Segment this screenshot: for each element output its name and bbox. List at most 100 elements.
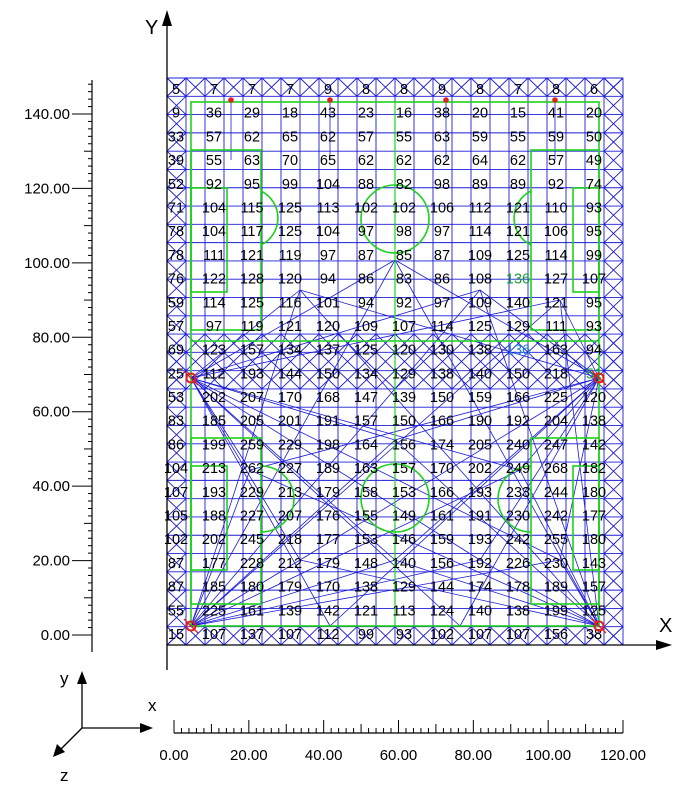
stress-value: 191 — [468, 509, 492, 525]
stress-value: 82 — [396, 177, 412, 193]
mesh-cross — [166, 370, 187, 390]
stress-value: 240 — [506, 437, 530, 453]
stress-value: 108 — [468, 272, 492, 288]
stress-value: 107 — [392, 319, 416, 335]
stress-value: 157 — [392, 461, 416, 477]
stress-value: 59 — [168, 295, 184, 311]
stress-value: 89 — [472, 177, 488, 193]
stress-value: 97 — [320, 248, 336, 264]
stress-value: 227 — [278, 461, 302, 477]
y-tick-label: 80.00 — [32, 329, 70, 346]
stress-value: 207 — [240, 390, 264, 406]
mesh-cross — [166, 77, 187, 97]
stress-value: 57 — [548, 153, 564, 169]
stress-value: 55 — [510, 129, 526, 145]
mesh-cross — [394, 626, 415, 646]
mesh-cross — [261, 77, 282, 97]
stress-value: 38 — [586, 627, 602, 643]
stress-value: 29 — [244, 106, 260, 122]
stress-value: 63 — [434, 129, 450, 145]
bottom-right-goal-box — [572, 465, 600, 571]
stress-value: 62 — [434, 153, 450, 169]
load-line — [190, 299, 561, 627]
mesh-cross — [470, 626, 491, 646]
mesh-cross — [375, 352, 396, 371]
stress-value: 142 — [582, 437, 606, 453]
stress-value: 205 — [240, 414, 264, 430]
stress-value: 76 — [168, 272, 184, 288]
stress-value: 99 — [358, 627, 374, 643]
mesh-cross — [166, 534, 187, 554]
mesh-cross — [603, 260, 624, 280]
stress-value: 193 — [468, 532, 492, 548]
load-line — [190, 377, 521, 471]
stress-value: 159 — [468, 390, 492, 406]
mesh-cross — [603, 352, 624, 371]
stress-value: 23 — [358, 106, 374, 122]
stress-value: 193 — [240, 366, 264, 382]
stress-value: 95 — [586, 224, 602, 240]
stress-value: 104 — [164, 461, 188, 477]
stress-value: 25 — [168, 366, 184, 382]
stress-value: 70 — [282, 153, 298, 169]
stress-value: 230 — [506, 509, 530, 525]
mesh-cross — [166, 242, 187, 262]
y-tick-label: 60.00 — [32, 404, 70, 421]
stress-value: 193 — [468, 485, 492, 501]
load-line — [249, 469, 600, 627]
stress-value: 92 — [396, 295, 412, 311]
stress-value: 104 — [316, 224, 340, 240]
stress-value: 138 — [506, 603, 530, 619]
stress-value: 140 — [468, 366, 492, 382]
stress-value: 55 — [396, 129, 412, 145]
load-line — [394, 259, 600, 627]
triad-x-arrowhead — [140, 723, 153, 733]
stress-value: 93 — [396, 627, 412, 643]
mesh-cross — [603, 480, 624, 500]
load-lines — [190, 102, 600, 627]
mesh-cross — [166, 626, 187, 646]
stress-value: 114 — [202, 295, 225, 311]
stress-value: 170 — [278, 390, 302, 406]
triad-y-label: y — [60, 669, 69, 688]
stress-value: 36 — [206, 106, 222, 122]
stress-value: 137 — [240, 627, 264, 643]
stress-value: 62 — [396, 153, 412, 169]
mesh-cross — [508, 77, 529, 97]
mesh-cross — [261, 352, 282, 371]
stress-value: 129 — [392, 580, 416, 596]
mesh-cross — [185, 626, 206, 646]
stress-value: 107 — [468, 627, 492, 643]
mesh-cross — [356, 77, 377, 97]
stress-value: 174 — [468, 580, 492, 596]
stress-value: 121 — [278, 319, 302, 335]
stress-value: 111 — [203, 248, 225, 264]
stress-value: 113 — [316, 200, 339, 216]
stress-value: 212 — [278, 556, 302, 572]
mesh-cross — [204, 333, 225, 353]
mesh-cross — [204, 370, 225, 390]
stress-value: 140 — [392, 556, 416, 572]
stress-value: 52 — [168, 177, 184, 193]
x-tick-label: 80.00 — [455, 747, 493, 764]
mesh-cross — [603, 223, 624, 243]
top-left-goal-box — [190, 187, 228, 293]
x-ruler: 0.00 20.00 40.00 60.00 80.00 100.00 120.00 — [159, 720, 646, 764]
mesh-cross — [280, 626, 301, 646]
mesh-cross — [299, 626, 320, 646]
mesh-cross — [166, 150, 187, 170]
stress-value: 41 — [548, 106, 564, 122]
mesh-cross — [413, 370, 434, 390]
stress-value: 125 — [240, 295, 264, 311]
stress-value: 159 — [430, 532, 454, 548]
stress-value: 247 — [544, 437, 568, 453]
stress-value: 57 — [358, 129, 374, 145]
y-axis: Y — [145, 10, 172, 670]
stress-value: 268 — [544, 461, 568, 477]
mesh-cross — [603, 553, 624, 573]
mesh-cross — [565, 352, 586, 371]
stress-value: 202 — [202, 532, 226, 548]
load-line — [559, 299, 600, 627]
mesh-cross — [603, 534, 624, 554]
